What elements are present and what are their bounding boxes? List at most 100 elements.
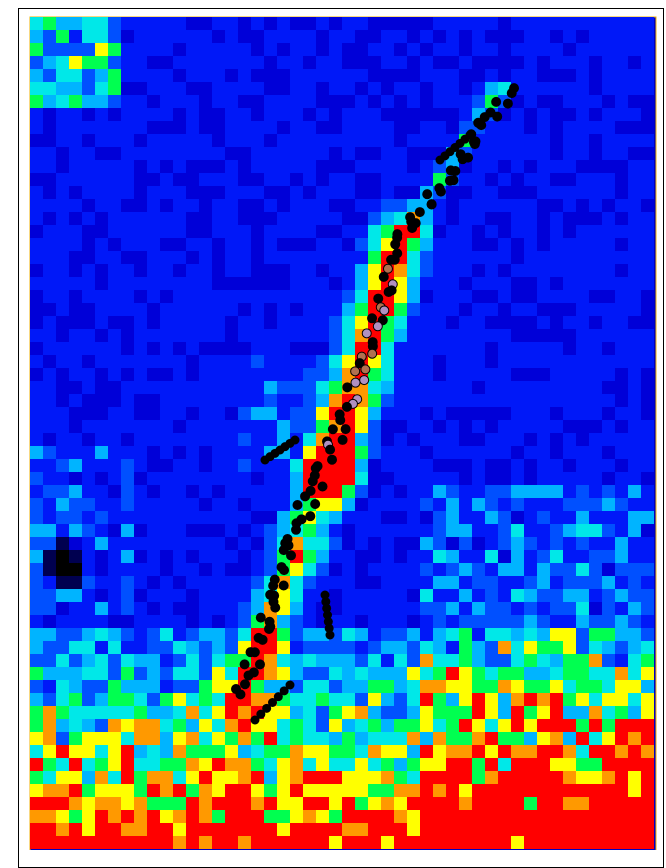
- cell: [251, 43, 264, 56]
- cell: [30, 225, 43, 238]
- cell: [95, 368, 108, 381]
- cell: [641, 147, 654, 160]
- cell: [420, 290, 433, 303]
- cell: [43, 290, 56, 303]
- cell: [420, 524, 433, 537]
- cell: [381, 134, 394, 147]
- cell: [134, 303, 147, 316]
- cell: [550, 381, 563, 394]
- cell: [173, 771, 186, 784]
- cell: [199, 329, 212, 342]
- cell: [641, 706, 654, 719]
- cell: [342, 693, 355, 706]
- cell: [498, 433, 511, 446]
- cell: [368, 30, 381, 43]
- cell: [589, 368, 602, 381]
- cell: [511, 472, 524, 485]
- cell: [602, 706, 615, 719]
- cell: [524, 147, 537, 160]
- cell: [277, 784, 290, 797]
- cell: [381, 511, 394, 524]
- cell: [420, 797, 433, 810]
- cell: [459, 394, 472, 407]
- cell: [485, 17, 498, 30]
- cell: [511, 758, 524, 771]
- cell: [264, 342, 277, 355]
- cell: [108, 251, 121, 264]
- cell: [225, 550, 238, 563]
- cell: [69, 628, 82, 641]
- cell: [121, 641, 134, 654]
- cell: [485, 277, 498, 290]
- cell: [43, 810, 56, 823]
- cell: [355, 797, 368, 810]
- cell: [368, 472, 381, 485]
- cell: [381, 355, 394, 368]
- cell: [160, 771, 173, 784]
- cell: [602, 537, 615, 550]
- cell: [628, 797, 641, 810]
- cell: [82, 680, 95, 693]
- cell: [238, 251, 251, 264]
- cell: [251, 693, 264, 706]
- cell: [290, 238, 303, 251]
- cell: [407, 69, 420, 82]
- cell: [472, 342, 485, 355]
- cell: [524, 212, 537, 225]
- cell: [381, 550, 394, 563]
- cell: [368, 836, 381, 849]
- cell: [121, 342, 134, 355]
- cell: [303, 615, 316, 628]
- cell: [316, 43, 329, 56]
- cell: [199, 355, 212, 368]
- cell: [212, 706, 225, 719]
- cell: [498, 628, 511, 641]
- cell: [550, 212, 563, 225]
- cell: [251, 589, 264, 602]
- cell: [615, 69, 628, 82]
- cell: [199, 238, 212, 251]
- cell: [69, 524, 82, 537]
- cell: [238, 30, 251, 43]
- cell: [628, 446, 641, 459]
- cell: [30, 121, 43, 134]
- cell: [69, 459, 82, 472]
- cell: [251, 329, 264, 342]
- cell: [121, 134, 134, 147]
- cell: [303, 628, 316, 641]
- cell: [368, 212, 381, 225]
- cell: [407, 771, 420, 784]
- cell: [472, 706, 485, 719]
- dot: [427, 200, 436, 209]
- cell: [95, 225, 108, 238]
- cell: [589, 576, 602, 589]
- cell: [30, 641, 43, 654]
- cell: [446, 641, 459, 654]
- cell: [303, 82, 316, 95]
- cell: [550, 628, 563, 641]
- cell: [303, 30, 316, 43]
- cell: [446, 446, 459, 459]
- cell: [30, 147, 43, 160]
- cell: [368, 706, 381, 719]
- cell: [589, 719, 602, 732]
- dot: [380, 306, 389, 315]
- cell: [199, 264, 212, 277]
- cell: [537, 732, 550, 745]
- cell: [95, 251, 108, 264]
- cell: [381, 524, 394, 537]
- cell: [95, 147, 108, 160]
- cell: [498, 407, 511, 420]
- cell: [537, 368, 550, 381]
- cell: [30, 316, 43, 329]
- cell: [446, 628, 459, 641]
- cell: [329, 238, 342, 251]
- cell: [121, 628, 134, 641]
- cell: [43, 602, 56, 615]
- cell: [576, 719, 589, 732]
- cell: [264, 17, 277, 30]
- cell: [160, 355, 173, 368]
- cell: [199, 134, 212, 147]
- cell: [43, 199, 56, 212]
- cell: [264, 732, 277, 745]
